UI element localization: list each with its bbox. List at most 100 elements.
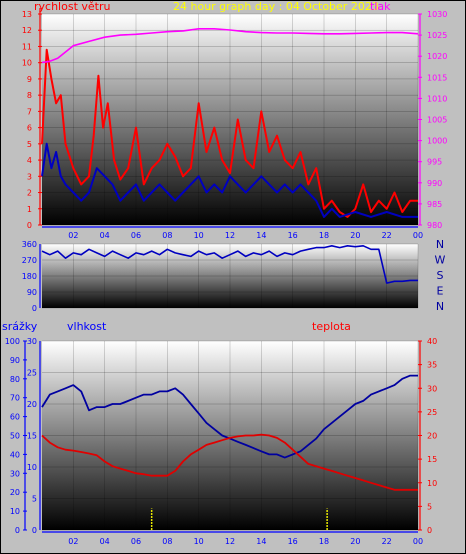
wind-y-tick-label: 6: [27, 124, 32, 133]
wind-y-tick-label: 5: [27, 140, 32, 149]
wind-x-tick-label: 12: [225, 231, 235, 240]
pressure-tick-label: 1000: [427, 137, 447, 146]
wind-y-tick-label: 10: [22, 59, 32, 68]
humidity-y-tick-label: 10: [27, 463, 37, 472]
pressure-tick-label: 980: [427, 221, 442, 230]
pressure-tick-label: 1030: [427, 10, 447, 19]
direction-y-tick-label: 360: [22, 240, 37, 249]
wind-speed-line: [41, 142, 418, 218]
wind-x-tick-label: 22: [382, 231, 392, 240]
rain-tick-label: 10: [10, 507, 20, 516]
wind-speed-label: rychlost větru: [34, 0, 110, 13]
compass-label: N: [436, 238, 444, 251]
direction-series: [41, 245, 418, 284]
wind-x-tick-label: 08: [162, 231, 172, 240]
humidity-y-tick-label: 0: [32, 526, 37, 535]
temperature-tick-label: 15: [427, 455, 437, 464]
humidity-plot-area: [42, 341, 418, 530]
humidity-x-tick-label: 06: [131, 537, 141, 546]
temperature-line: [41, 433, 418, 491]
pressure-tick-label: 1020: [427, 52, 447, 61]
wind-y-tick-label: 0: [27, 221, 32, 230]
rain-tick-label: 100: [5, 337, 20, 346]
wind-y-tick-label: 2: [27, 189, 32, 198]
pressure-tick-label: 1005: [427, 116, 447, 125]
wind-x-tick-label: 04: [100, 231, 110, 240]
wind-axes: 0123456789101112139809859909951000100510…: [22, 8, 447, 240]
humidity-y-tick-label: 25: [27, 369, 37, 378]
humidity-axes: 0102030405060708090100051015202530051015…: [5, 337, 437, 546]
wind-y-tick-label: 11: [22, 42, 32, 51]
humidity-x-tick-label: 10: [194, 537, 204, 546]
direction-y-tick-label: 270: [22, 256, 37, 265]
humidity-x-tick-label: 22: [382, 537, 392, 546]
compass-label: W: [435, 254, 446, 267]
humidity-x-tick-label: 00: [413, 537, 423, 546]
humidity-y-tick-label: 20: [27, 400, 37, 409]
wind-y-tick-label: 1: [27, 205, 32, 214]
rain-tick-label: 30: [10, 469, 20, 478]
humidity-x-tick-label: 18: [319, 537, 329, 546]
rain-tick-label: 0: [15, 526, 20, 535]
rain-tick-label: 40: [10, 450, 20, 459]
direction-y-tick-label: 180: [22, 272, 37, 281]
temperature-tick-label: 0: [427, 526, 432, 535]
pressure-tick-label: 990: [427, 179, 442, 188]
wind-grid: [42, 13, 419, 226]
wind-y-tick-label: 12: [22, 26, 32, 35]
pressure-tick-label: 1010: [427, 94, 447, 103]
direction-y-tick-label: 90: [27, 288, 37, 297]
wind-x-tick-label: 18: [319, 231, 329, 240]
compass-label: N: [436, 300, 444, 313]
humidity-y-tick-label: 5: [32, 495, 37, 504]
wind-series: [41, 27, 419, 218]
humidity-series: [41, 374, 418, 530]
temperature-label: teplota: [312, 320, 351, 333]
compass-label: E: [437, 285, 444, 298]
wind-direction-line: [41, 245, 418, 284]
humidity-x-tick-label: 20: [350, 537, 360, 546]
humidity-label: vlhkost: [67, 320, 107, 333]
rain-tick-label: 80: [10, 375, 20, 384]
temperature-tick-label: 25: [427, 408, 437, 417]
direction-axes: 0 90 180 270 360: [22, 240, 41, 313]
wind-x-tick-label: 06: [131, 231, 141, 240]
temperature-tick-label: 30: [427, 384, 437, 393]
pressure-line: [41, 27, 419, 64]
wind-y-tick-label: 13: [22, 10, 32, 19]
direction-y-tick-label: 0: [32, 304, 37, 313]
rain-tick-label: 20: [10, 488, 20, 497]
temperature-tick-label: 20: [427, 432, 437, 441]
wind-x-tick-label: 16: [288, 231, 298, 240]
temperature-tick-label: 5: [427, 502, 432, 511]
humidity-grid: [42, 340, 419, 531]
humidity-y-tick-label: 30: [27, 337, 37, 346]
wind-y-tick-label: 8: [27, 91, 32, 100]
pressure-tick-label: 995: [427, 158, 442, 167]
humidity-x-tick-label: 16: [288, 537, 298, 546]
humidity-x-tick-label: 08: [162, 537, 172, 546]
wind-y-tick-label: 9: [27, 75, 32, 84]
pressure-tick-label: 1015: [427, 73, 447, 82]
humidity-x-tick-label: 02: [68, 537, 78, 546]
wind-x-tick-label: 20: [350, 231, 360, 240]
pressure-tick-label: 985: [427, 200, 442, 209]
wind-x-tick-label: 00: [413, 231, 423, 240]
wind-x-tick-label: 10: [194, 231, 204, 240]
temperature-tick-label: 40: [427, 337, 437, 346]
rain-tick-label: 70: [10, 394, 20, 403]
pressure-label: tlak: [370, 0, 391, 13]
humidity-y-tick-label: 15: [27, 432, 37, 441]
wind-y-tick-label: 4: [27, 156, 32, 165]
graph-title: 24 hour graph day : 04 October 2023: [173, 0, 379, 13]
wind-y-tick-label: 3: [27, 172, 32, 181]
rain-label: srážky: [2, 320, 38, 333]
rain-tick-label: 90: [10, 356, 20, 365]
wind-x-tick-label: 14: [256, 231, 266, 240]
direction-grid: [42, 243, 419, 309]
humidity-x-tick-label: 04: [100, 537, 110, 546]
compass-label: S: [437, 269, 444, 282]
